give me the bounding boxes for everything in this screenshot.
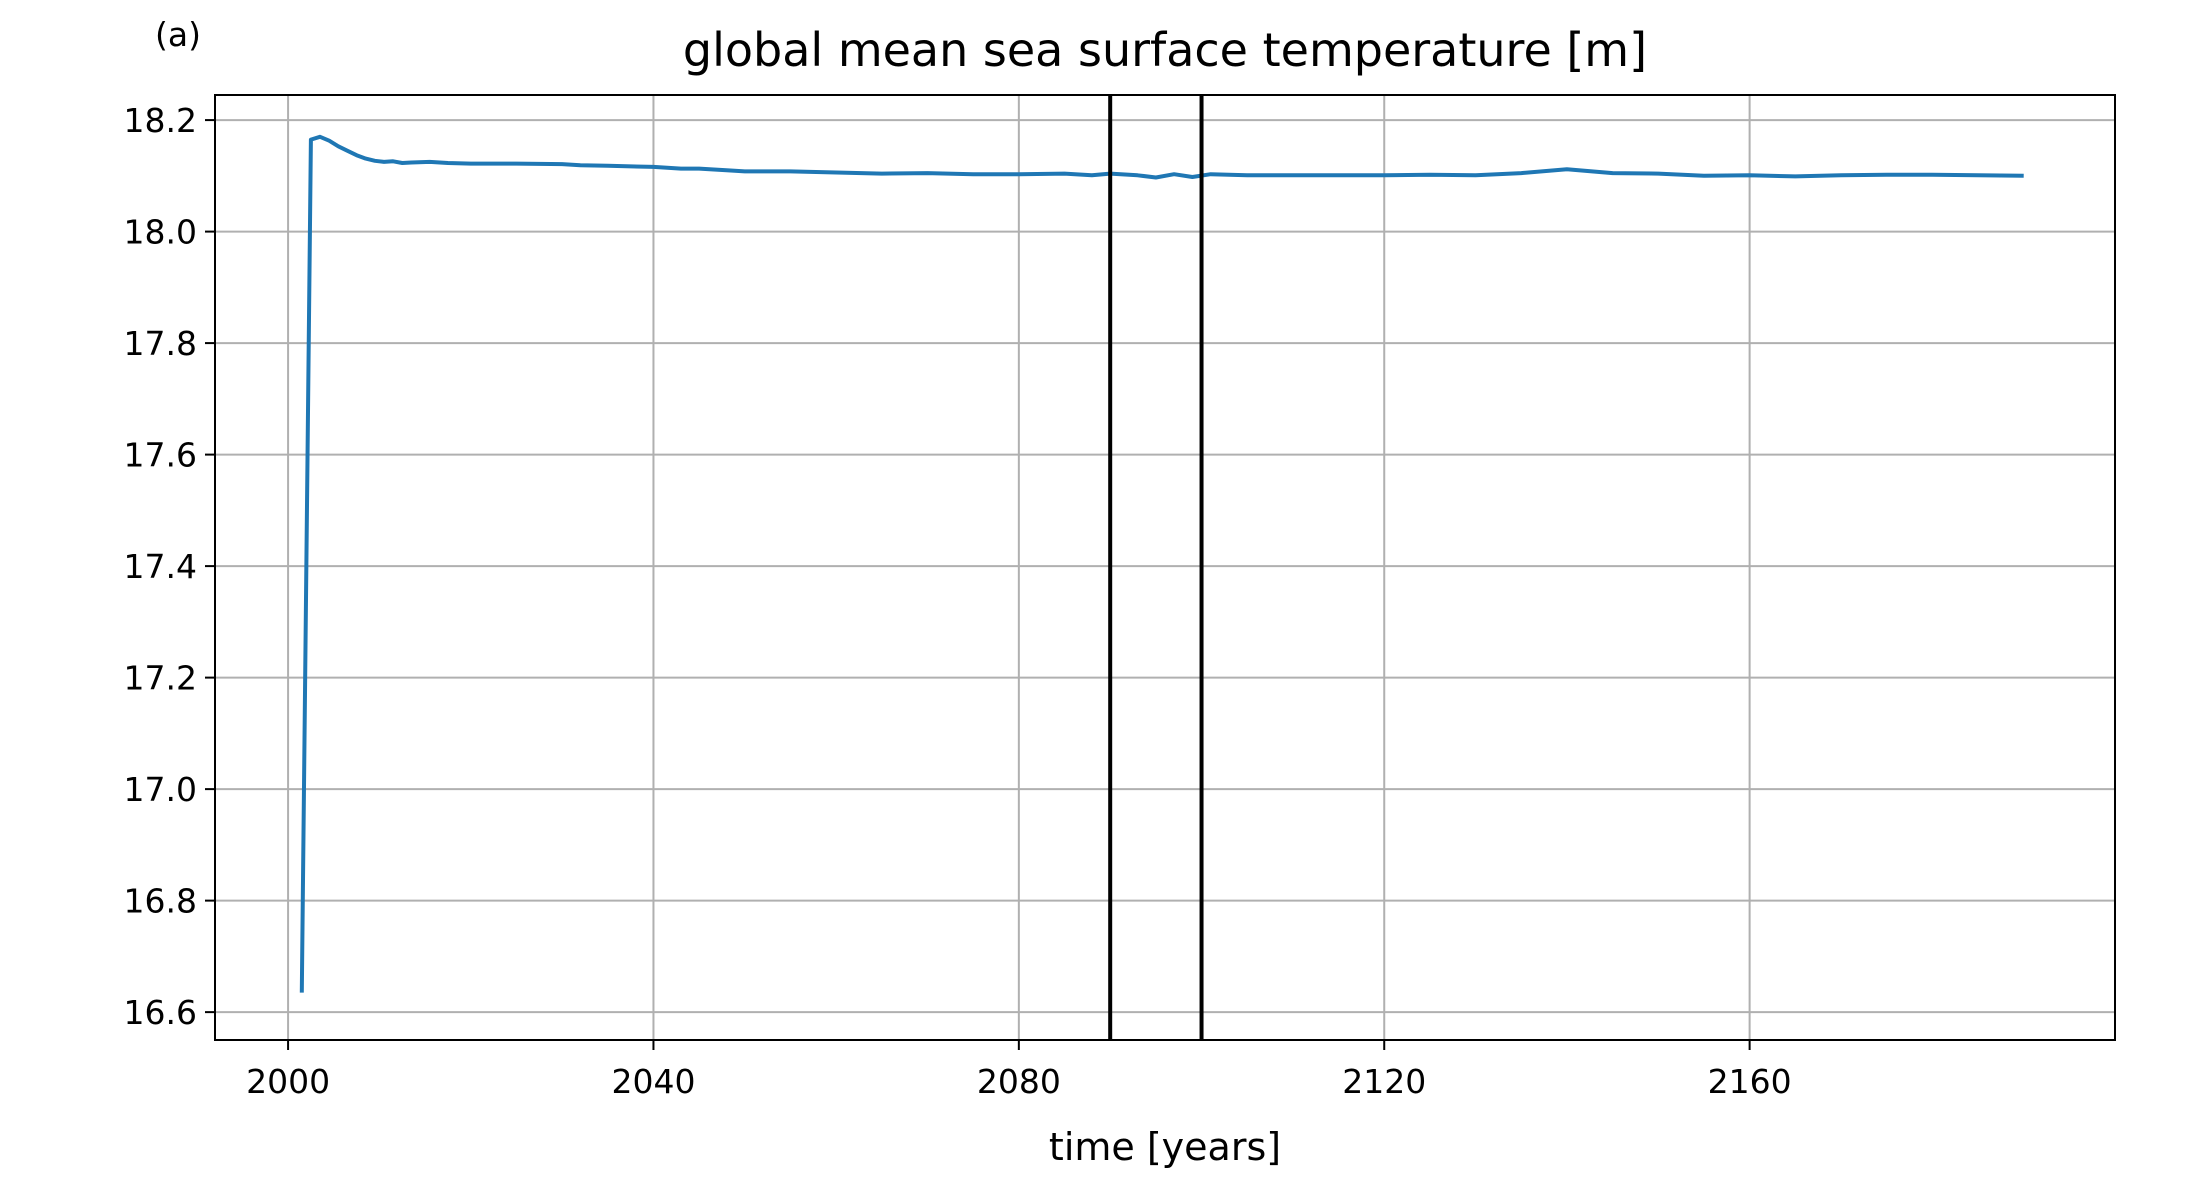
chart-title: global mean sea surface temperature [m]	[683, 23, 1647, 77]
x-tick-label: 2120	[1342, 1062, 1426, 1101]
series-layer	[299, 134, 2024, 993]
y-tick-label: 17.0	[124, 770, 197, 809]
y-tick-label: 17.6	[124, 436, 197, 475]
series-line-0	[299, 134, 2024, 993]
vertical-lines	[1108, 95, 1204, 1040]
y-tick-label: 16.6	[124, 993, 197, 1032]
y-tick-label: 17.4	[124, 547, 197, 586]
grid	[215, 95, 2115, 1040]
y-axis-ticks: 16.6 16.8 17.0 17.2 17.4 17.6 17.8 18.0 18.2	[124, 101, 215, 1032]
y-tick-label: 17.2	[124, 659, 197, 698]
panel-label: (a)	[155, 15, 201, 54]
y-tick-label: 18.2	[124, 101, 197, 140]
y-tick-label: 16.8	[124, 882, 197, 921]
y-tick-label: 18.0	[124, 213, 197, 252]
x-tick-label: 2040	[611, 1062, 695, 1101]
x-axis-ticks: 2000 2040 2080 2120 2160	[246, 1040, 1792, 1101]
x-tick-label: 2080	[977, 1062, 1061, 1101]
x-axis-label: time [years]	[1049, 1125, 1281, 1169]
y-tick-label: 17.8	[124, 324, 197, 363]
plot-frame	[214, 94, 2116, 1041]
x-tick-label: 2160	[1708, 1062, 1792, 1101]
x-tick-label: 2000	[246, 1062, 330, 1101]
